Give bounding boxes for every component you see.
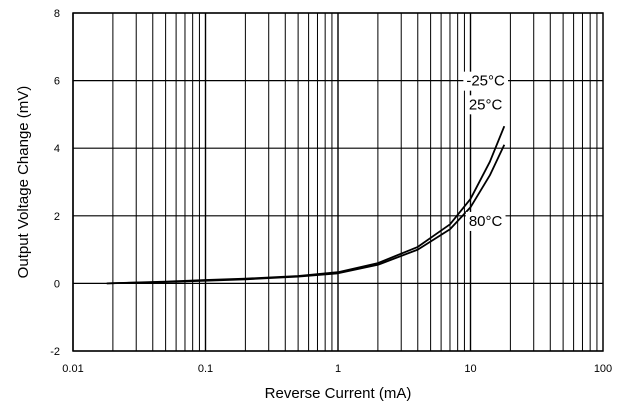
plot-frame xyxy=(72,12,604,352)
series-line-2 xyxy=(106,144,506,285)
annotation-backdrop xyxy=(463,71,509,91)
x-axis-label: Reverse Current (mA) xyxy=(265,385,412,402)
x-tick-label: 10 xyxy=(464,363,476,375)
y-tick-label: 4 xyxy=(54,143,60,155)
x-tick-label: 100 xyxy=(594,363,612,375)
annotations: -25°C 25°C 80°C xyxy=(463,71,509,231)
y-axis-label: Output Voltage Change (mV) xyxy=(15,86,32,279)
annotation-label: 80°C xyxy=(469,213,503,230)
x-tick-label: 0.1 xyxy=(198,363,213,375)
series-line-1 xyxy=(106,125,506,285)
annotation-label: 25°C xyxy=(469,96,503,113)
annotation-backdrop xyxy=(465,95,506,115)
series-group xyxy=(106,125,506,285)
y-tick-label: 0 xyxy=(54,278,60,290)
y-tick-label: 8 xyxy=(54,8,60,20)
annotation-label: -25°C xyxy=(466,73,505,90)
x-tick-label: 0.01 xyxy=(62,363,83,375)
grid xyxy=(72,12,603,352)
annotation-backdrop xyxy=(465,211,506,231)
y-tick-label: 2 xyxy=(54,211,60,223)
x-tick-label: 1 xyxy=(335,363,341,375)
y-tick-label: 6 xyxy=(54,76,60,88)
y-tick-label: -2 xyxy=(50,346,60,358)
tick-labels: 0.01 0.1 1 10 100 -2 0 2 4 6 8 xyxy=(50,8,612,375)
